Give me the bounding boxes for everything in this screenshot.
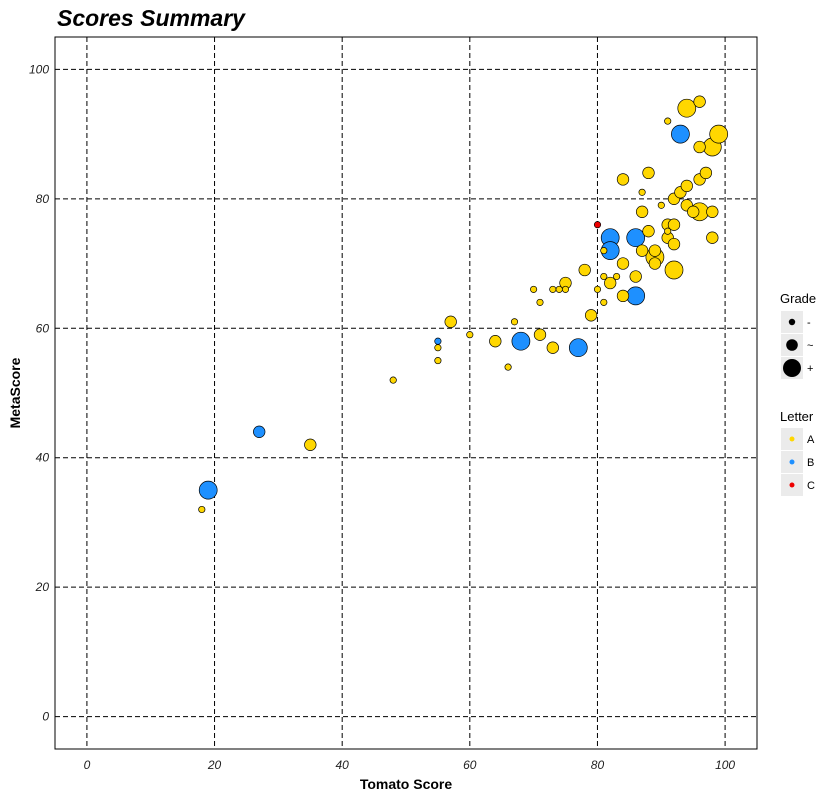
legend-color-swatch — [789, 459, 795, 465]
x-tick-label: 20 — [207, 758, 222, 772]
scatter-point — [304, 438, 317, 451]
gridlines — [55, 37, 757, 749]
scatter-point — [626, 228, 646, 248]
scatter-point — [444, 315, 457, 328]
x-tick-label: 80 — [591, 758, 605, 772]
scatter-point — [533, 328, 547, 341]
legend-letter: Letter ABC — [780, 409, 815, 496]
y-tick-label: 80 — [36, 192, 50, 206]
scatter-point — [434, 337, 442, 345]
scatter-point — [706, 205, 719, 218]
legend-letter-title: Letter — [780, 409, 814, 424]
y-tick-label: 100 — [29, 62, 49, 76]
scatter-point — [671, 124, 690, 144]
scatter-point — [434, 357, 442, 365]
scatter-point — [706, 231, 719, 244]
scatter-point — [555, 285, 563, 293]
scatter-point — [648, 244, 662, 257]
scatter-point — [389, 376, 397, 384]
scatter-point — [680, 179, 693, 193]
scatter-point — [642, 166, 655, 180]
scatter-point — [604, 276, 617, 290]
scatter-point — [593, 285, 602, 293]
scatter-point — [657, 201, 665, 209]
legend-size-label: - — [807, 317, 811, 329]
x-tick-label: 100 — [715, 758, 735, 772]
scatter-point — [613, 272, 621, 281]
scatter-point — [699, 166, 713, 180]
legend-size-label: + — [807, 363, 813, 375]
scatter-point — [253, 425, 266, 438]
scatter-point — [693, 140, 706, 154]
scatter-point — [616, 173, 630, 186]
scatter-point — [635, 205, 649, 218]
scatter-point — [616, 289, 630, 303]
scatter-point — [664, 260, 684, 280]
x-tick-label: 0 — [84, 758, 91, 772]
scatter-point — [626, 286, 646, 306]
plot-panel-border — [54, 36, 758, 750]
scatter-point — [568, 338, 588, 358]
scatter-point — [600, 298, 608, 306]
scatter-point — [616, 257, 630, 270]
scatter-point — [664, 117, 672, 125]
scatter-point — [667, 218, 681, 231]
legend-color-swatch — [789, 482, 795, 488]
chart-title: Scores Summary — [57, 5, 246, 31]
scatter-point — [510, 318, 519, 326]
scatter-point — [584, 309, 598, 322]
y-tick-label: 40 — [36, 451, 50, 465]
x-tick-label: 60 — [463, 758, 477, 772]
scatter-point — [648, 257, 662, 270]
legend-size-label: ~ — [807, 340, 813, 352]
y-tick-label: 0 — [42, 710, 49, 724]
scatter-point — [546, 341, 559, 354]
legend-color-label: B — [807, 457, 814, 469]
scatter-point — [504, 363, 512, 371]
scatter-point — [677, 98, 697, 118]
scatter-point — [511, 331, 531, 351]
scatter-point — [561, 285, 570, 293]
y-tick-label: 20 — [35, 580, 50, 594]
scatter-point — [638, 188, 646, 196]
tick-labels: 0 20 40 60 80 100 0 20 40 60 80 100 — [29, 62, 735, 772]
x-axis-title: Tomato Score — [360, 776, 453, 792]
legend-color-swatch — [789, 436, 795, 442]
scatter-point — [466, 331, 474, 339]
scatter-point — [578, 263, 591, 277]
x-tick-label: 40 — [336, 758, 350, 772]
scatter-point — [709, 124, 729, 144]
scatter-point — [530, 285, 538, 293]
legend-size-swatch — [783, 359, 801, 377]
scatter-point — [600, 247, 608, 255]
scatter-point — [629, 270, 642, 283]
scatter-point — [687, 205, 700, 218]
scatter-point — [667, 237, 681, 251]
legend-size-swatch — [786, 339, 798, 351]
legend-size-swatch — [788, 318, 796, 326]
scatter-point — [693, 95, 706, 108]
scatter-point — [434, 344, 442, 352]
scatter-point — [664, 227, 672, 235]
legend-color-label: C — [807, 480, 815, 492]
points-layer — [198, 95, 729, 514]
y-tick-label: 60 — [36, 321, 50, 335]
scatter-point — [198, 505, 206, 514]
legend-color-label: A — [807, 434, 815, 446]
scatter-point — [642, 225, 655, 238]
scatter-point — [536, 298, 544, 306]
scatter-point — [489, 335, 502, 348]
legend-grade: Grade - ~ + — [780, 291, 816, 379]
scatter-point — [549, 285, 557, 293]
scatter-point — [198, 480, 218, 500]
scatter-point — [593, 221, 602, 229]
scatter-point — [635, 244, 649, 257]
legend-grade-title: Grade — [780, 291, 816, 306]
y-axis-title: MetaScore — [7, 357, 23, 428]
scatter-point — [600, 272, 608, 281]
